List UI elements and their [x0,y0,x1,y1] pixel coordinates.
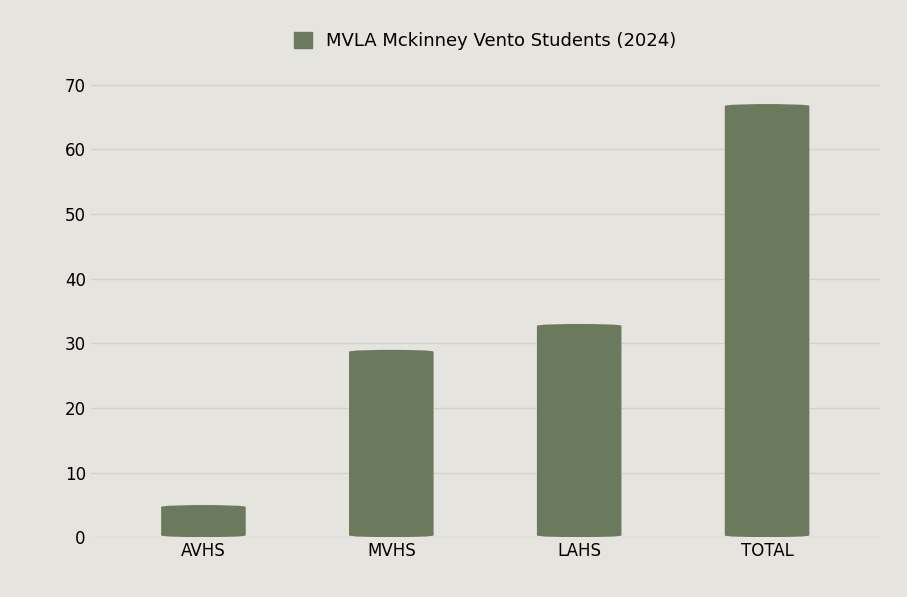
Legend: MVLA Mckinney Vento Students (2024): MVLA Mckinney Vento Students (2024) [287,25,684,57]
FancyBboxPatch shape [725,104,809,537]
FancyBboxPatch shape [537,324,621,537]
FancyBboxPatch shape [349,350,434,537]
FancyBboxPatch shape [161,505,246,537]
